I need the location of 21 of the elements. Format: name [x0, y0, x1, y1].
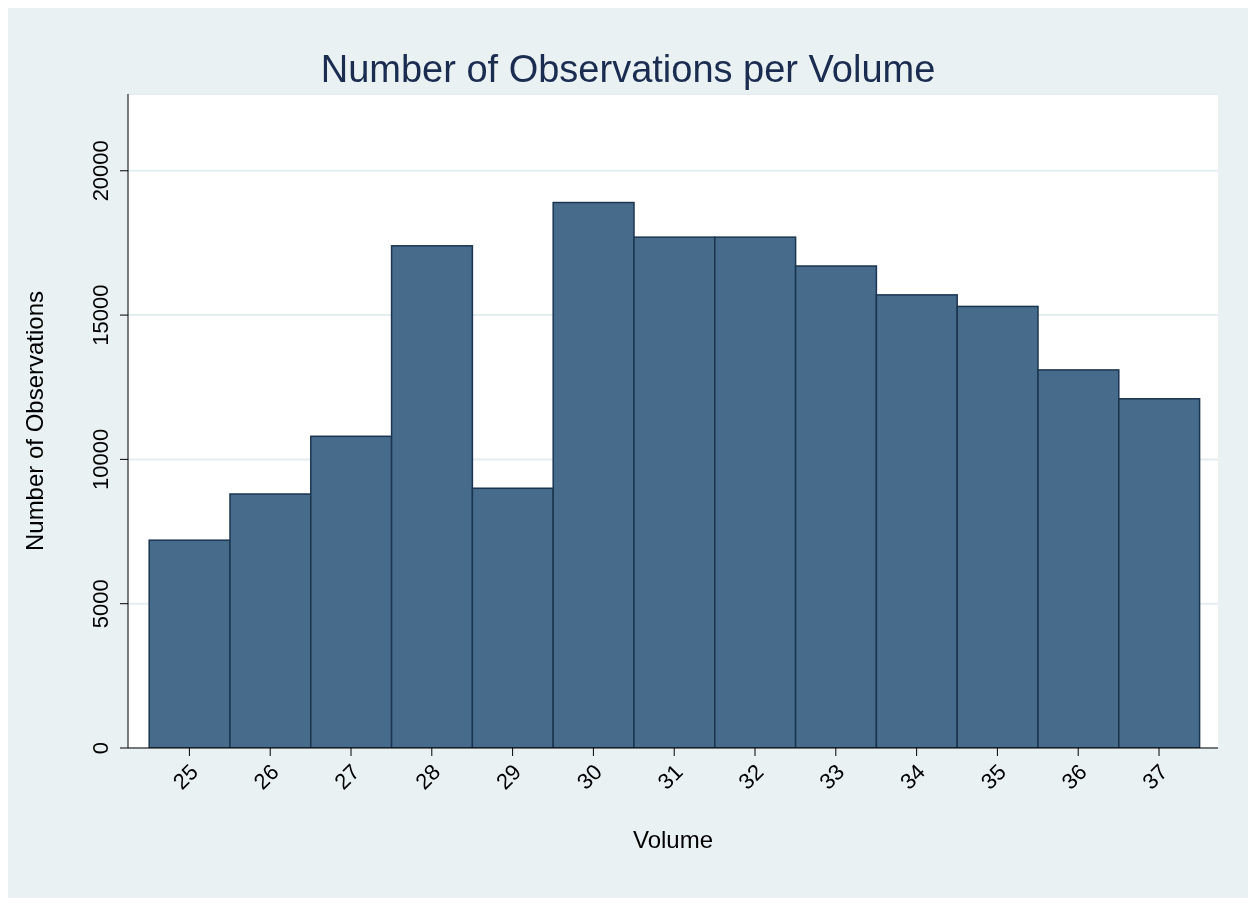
x-tick-label: 27 [329, 759, 365, 795]
x-axis-title: Volume [632, 826, 714, 853]
x-tick-label: 28 [410, 759, 446, 795]
x-tick-label: 34 [895, 759, 931, 795]
x-tick-label: 33 [814, 759, 850, 795]
x-tick-label: 31 [652, 759, 688, 795]
x-tick-label: 35 [975, 759, 1011, 795]
x-tick-label: 29 [491, 759, 527, 795]
y-tick-label: 5000 [88, 579, 113, 629]
x-tick-label: 36 [1056, 759, 1092, 795]
y-tick-label: 0 [88, 741, 113, 755]
x-tick-label: 30 [571, 759, 607, 795]
x-tick-label: 26 [248, 759, 284, 795]
chart-title: Number of Observations per Volume [319, 48, 937, 91]
x-tick-label: 25 [167, 759, 203, 795]
y-tick-label: 15000 [88, 284, 113, 346]
x-tick-label: 32 [733, 759, 769, 795]
y-tick-label: 20000 [88, 140, 113, 202]
y-tick-label: 10000 [88, 428, 113, 490]
x-tick-label: 37 [1137, 759, 1173, 795]
y-axis-title: Number of Observations [20, 290, 48, 552]
